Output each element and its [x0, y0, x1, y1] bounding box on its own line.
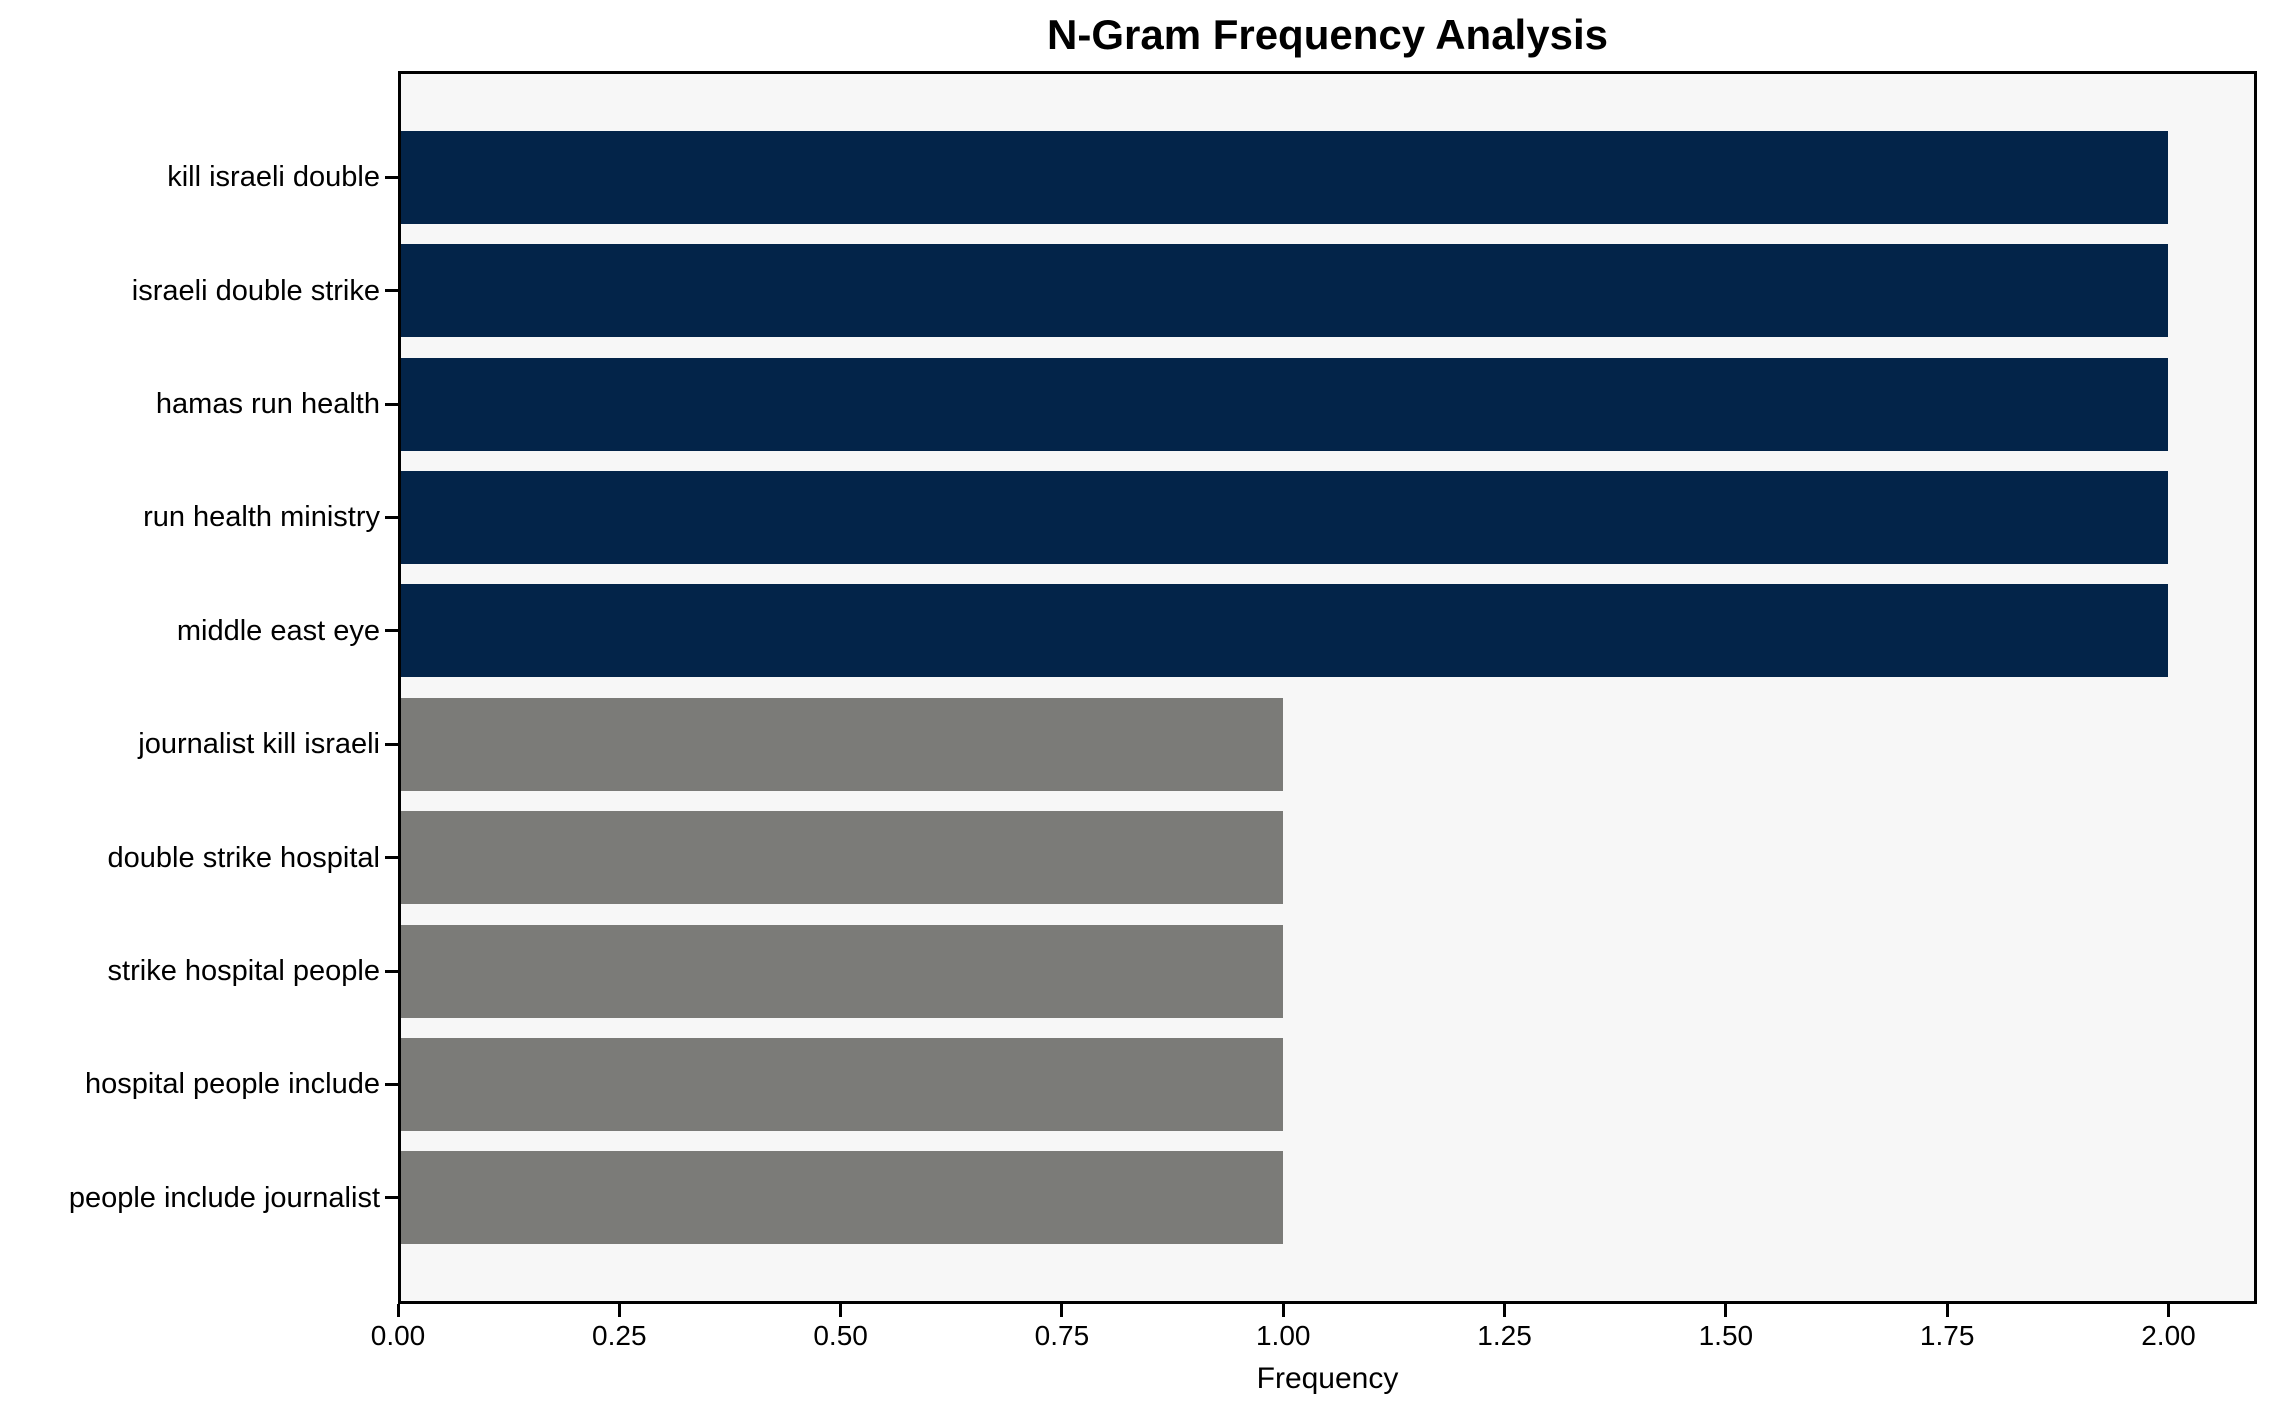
y-tick-mark: [385, 742, 398, 746]
x-tick-mark: [1724, 1304, 1728, 1317]
bar-kill-israeli-double: [398, 130, 2169, 224]
bar-strike-hospital-people: [398, 924, 1284, 1018]
x-axis-label: Frequency: [1256, 1362, 1399, 1395]
bar-double-strike-hospital: [398, 811, 1284, 905]
x-tick-label: 0.50: [813, 1320, 868, 1351]
y-tick-label: double strike hospital: [107, 841, 380, 874]
x-tick-mark: [1060, 1304, 1064, 1317]
x-tick-label: 1.25: [1477, 1320, 1532, 1351]
y-tick-mark: [385, 515, 398, 519]
x-tick-label: 2.00: [2141, 1320, 2196, 1351]
y-tick-label: run health ministry: [143, 501, 380, 534]
x-tick-label: 1.00: [1255, 1320, 1311, 1351]
x-tick-label: 0.25: [592, 1320, 647, 1351]
y-tick-mark: [385, 969, 398, 973]
x-tick-mark: [1503, 1304, 1507, 1317]
y-tick-label: kill israeli double: [167, 161, 380, 194]
x-tick-label: 1.75: [1919, 1320, 1975, 1351]
x-tick-mark: [839, 1304, 843, 1317]
y-tick-mark: [385, 856, 398, 860]
y-tick-mark: [385, 629, 398, 633]
bar-hamas-run-health: [398, 357, 2169, 451]
y-tick-label: middle east eye: [176, 614, 380, 647]
x-tick-label: 1.50: [1698, 1320, 1754, 1351]
y-tick-mark: [385, 402, 398, 406]
chart-title: N-Gram Frequency Analysis: [1047, 11, 1608, 58]
y-tick-label: hospital people include: [84, 1068, 380, 1101]
x-tick-mark: [1945, 1304, 1949, 1317]
y-tick-label: journalist kill israeli: [138, 728, 380, 761]
x-tick-mark: [1281, 1304, 1285, 1317]
x-tick-mark: [396, 1304, 400, 1317]
y-tick-mark: [385, 175, 398, 179]
x-tick-mark: [617, 1304, 621, 1317]
y-tick-label: people include journalist: [68, 1181, 380, 1214]
y-tick-mark: [385, 289, 398, 293]
bar-journalist-kill-israeli: [398, 697, 1284, 791]
bar-people-include-journalist: [398, 1151, 1284, 1245]
y-tick-mark: [385, 1196, 398, 1200]
bar-hospital-people-include: [398, 1037, 1284, 1131]
y-tick-label: hamas run health: [155, 388, 380, 420]
y-tick-label: israeli double strike: [131, 274, 380, 307]
x-tick-mark: [2166, 1304, 2170, 1317]
y-tick-label: strike hospital people: [107, 955, 380, 987]
x-tick-label: 0.00: [370, 1320, 426, 1351]
bar-middle-east-eye: [398, 584, 2169, 678]
bar-run-health-ministry: [398, 470, 2169, 564]
bar-israeli-double-strike: [398, 244, 2169, 338]
y-tick-mark: [385, 1082, 398, 1086]
x-tick-label: 0.75: [1034, 1320, 1090, 1351]
